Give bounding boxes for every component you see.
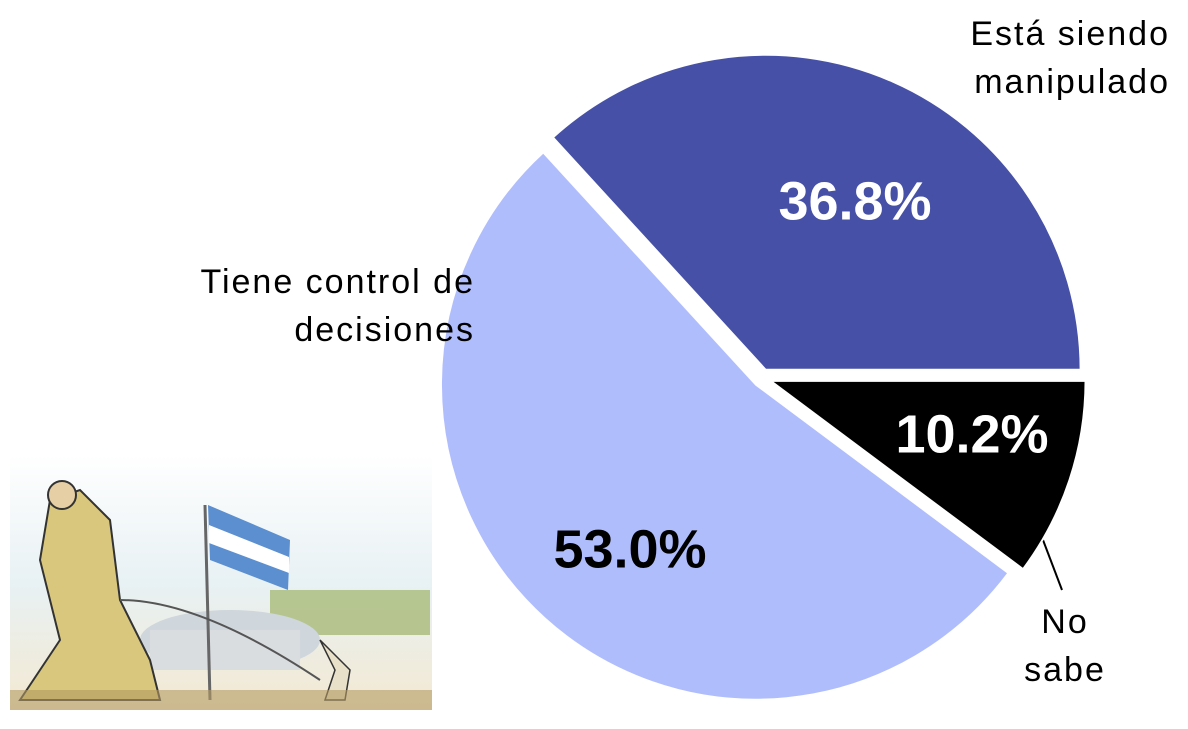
pie-slice xyxy=(551,53,1082,371)
pie-slice xyxy=(767,379,1087,571)
value-label: 10.2% xyxy=(895,404,1048,464)
category-label: Tiene control de decisiones xyxy=(200,263,475,349)
category-label: Está siendo manipulado xyxy=(970,15,1170,101)
pie-slice xyxy=(440,150,1010,701)
value-label: 36.8% xyxy=(778,171,931,231)
category-label: No sabe xyxy=(1024,603,1106,689)
value-label: 53.0% xyxy=(553,519,706,579)
leader-line xyxy=(1042,539,1063,591)
illustration xyxy=(10,455,432,710)
